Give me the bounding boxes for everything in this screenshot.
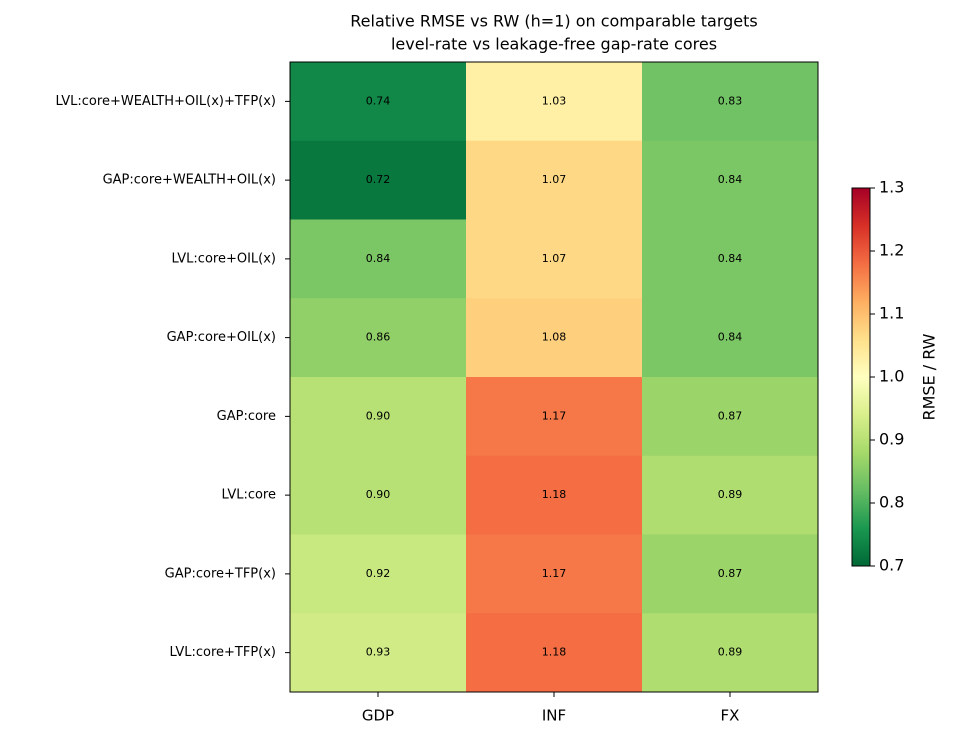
- heatmap-cell: [466, 377, 643, 457]
- cell-label: 0.84: [718, 173, 743, 186]
- heatmap-cell: [290, 613, 467, 693]
- heatmap-cell: [466, 455, 643, 535]
- cell-label: 1.07: [542, 252, 567, 265]
- colorbar-tick-label: 1.2: [879, 241, 904, 260]
- heatmap-cell: [642, 377, 819, 457]
- heatmap-cell: [642, 298, 819, 378]
- heatmap-cell: [466, 613, 643, 693]
- x-tick-label: FX: [721, 707, 740, 725]
- cell-label: 0.72: [366, 173, 391, 186]
- x-tick-label: INF: [542, 707, 566, 725]
- heatmap-cell: [466, 534, 643, 614]
- y-tick-label: LVL:core+TFP(x): [170, 645, 276, 660]
- y-tick-label: LVL:core: [222, 488, 277, 503]
- cell-label: 0.87: [718, 567, 743, 580]
- y-tick-label: LVL:core+OIL(x): [171, 251, 276, 266]
- heatmap-cell: [466, 62, 643, 142]
- cell-label: 1.07: [542, 173, 567, 186]
- heatmap-cell: [290, 219, 467, 299]
- heatmap-cell: [642, 140, 819, 220]
- cell-label: 0.83: [718, 94, 743, 107]
- cell-label: 0.87: [718, 409, 743, 422]
- heatmap-cell: [642, 219, 819, 299]
- cell-label: 0.90: [366, 409, 391, 422]
- y-tick-label: GAP:core: [217, 409, 276, 424]
- x-tick-label: GDP: [362, 707, 394, 725]
- cell-label: 0.84: [718, 331, 743, 344]
- heatmap-cell: [642, 455, 819, 535]
- y-tick-label: LVL:core+WEALTH+OIL(x)+TFP(x): [55, 94, 276, 109]
- cell-label: 0.84: [718, 252, 743, 265]
- cell-label: 0.92: [366, 567, 391, 580]
- heatmap-cell: [290, 62, 467, 142]
- heatmap-cell: [642, 613, 819, 693]
- cell-label: 0.93: [366, 646, 391, 659]
- heatmap-cell: [466, 219, 643, 299]
- heatmap-cell: [290, 534, 467, 614]
- cell-label: 0.74: [366, 94, 391, 107]
- cell-label: 0.84: [366, 252, 391, 265]
- colorbar-tick-label: 1.0: [879, 367, 904, 386]
- heatmap-cell: [290, 140, 467, 220]
- colorbar-tick-label: 1.1: [879, 304, 904, 323]
- heatmap-cell: [466, 298, 643, 378]
- heatmap-cell: [290, 377, 467, 457]
- colorbar-tick-label: 0.9: [879, 430, 904, 449]
- heatmap-cell: [466, 140, 643, 220]
- cell-label: 0.86: [366, 331, 391, 344]
- cell-label: 1.17: [542, 409, 567, 422]
- cell-label: 0.89: [718, 488, 743, 501]
- colorbar-tick-label: 1.3: [879, 178, 904, 197]
- heatmap-cell: [642, 534, 819, 614]
- cell-label: 1.18: [542, 646, 567, 659]
- cell-label: 1.17: [542, 567, 567, 580]
- colorbar-label: RMSE / RW: [920, 333, 939, 420]
- colorbar-tick-label: 0.8: [879, 493, 904, 512]
- heatmap-cell: [290, 298, 467, 378]
- chart-subtitle: level-rate vs leakage-free gap-rate core…: [391, 35, 717, 54]
- plot-frame: [289, 61, 819, 693]
- colorbar: [851, 187, 871, 567]
- heatmap-cell: [642, 62, 819, 142]
- cell-label: 0.90: [366, 488, 391, 501]
- y-tick-label: GAP:core+WEALTH+OIL(x): [103, 173, 276, 188]
- cell-label: 1.08: [542, 331, 567, 344]
- cell-label: 1.18: [542, 488, 567, 501]
- colorbar-tick-label: 0.7: [879, 556, 904, 575]
- y-tick-label: GAP:core+TFP(x): [165, 566, 276, 581]
- y-tick-label: GAP:core+OIL(x): [167, 330, 276, 345]
- cell-label: 1.03: [542, 94, 567, 107]
- cell-label: 0.89: [718, 646, 743, 659]
- chart-title: Relative RMSE vs RW (h=1) on comparable …: [350, 12, 758, 31]
- heatmap-cell: [290, 455, 467, 535]
